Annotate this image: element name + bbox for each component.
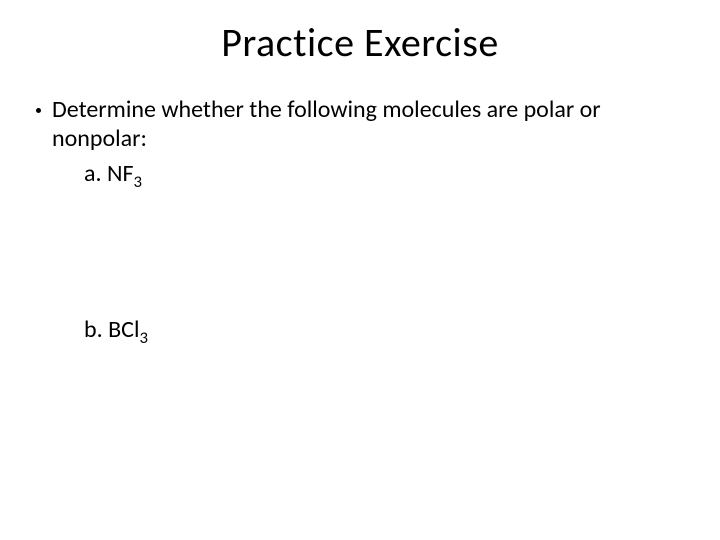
item-b-label: b. xyxy=(84,315,103,344)
slide: Practice Exercise Determine whether the … xyxy=(0,0,720,540)
slide-title: Practice Exercise xyxy=(0,0,720,67)
item-a-label: a. xyxy=(84,159,102,188)
slide-body: Determine whether the following molecule… xyxy=(0,67,720,345)
item-a-formula-base: NF xyxy=(107,159,134,188)
list-item-b: b. BCl3 xyxy=(84,316,684,345)
bullet-dot-icon xyxy=(36,108,41,113)
bullet-item: Determine whether the following molecule… xyxy=(36,95,684,154)
item-b-formula-base: BCl xyxy=(108,315,139,344)
list-item-a: a. NF3 xyxy=(84,160,684,189)
prompt-text: Determine whether the following molecule… xyxy=(52,95,684,154)
item-a-formula-sub: 3 xyxy=(134,170,143,191)
item-b-formula-sub: 3 xyxy=(139,327,148,348)
